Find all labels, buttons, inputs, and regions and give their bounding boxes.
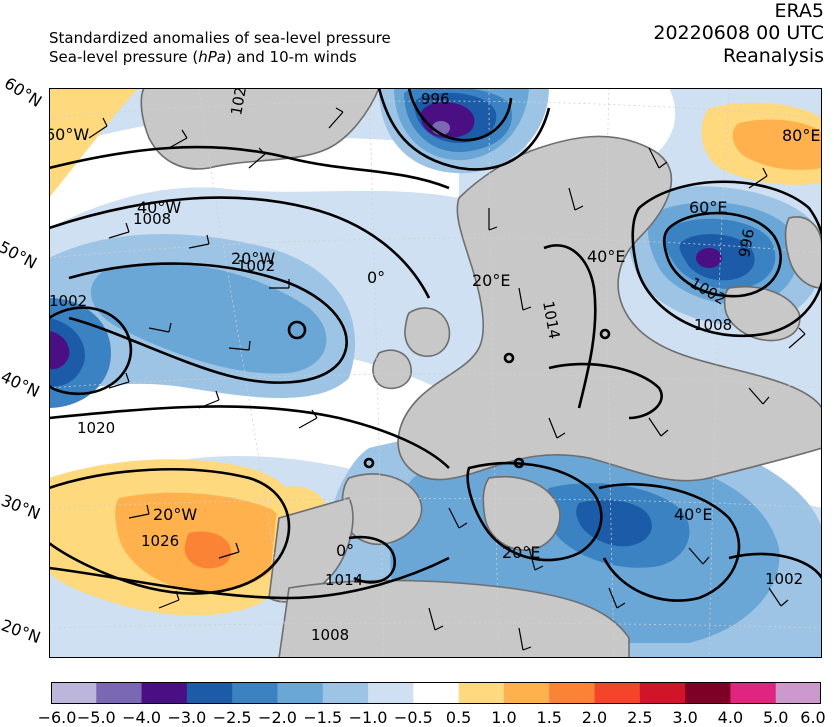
isobar-contours	[49, 88, 822, 602]
colorbar-tick-label: −5.0	[76, 708, 116, 727]
valid-datetime: 20220608 00 UTC	[653, 22, 824, 44]
subtitle-line-2-post: ) and 10-m winds	[225, 48, 357, 66]
colorbar-border	[51, 682, 821, 704]
lon-label: 40°E	[587, 247, 625, 266]
colorbar-tick-label: 5.0	[762, 708, 789, 727]
colorbar-tick-label: 2.0	[581, 708, 608, 727]
colorbar-tick-label: 3.0	[672, 708, 698, 727]
colorbar-segment	[186, 682, 233, 704]
isobar-label: 1008	[694, 316, 732, 334]
lon-label: 40°W	[137, 198, 181, 217]
colorbar-tick-label: 2.5	[627, 708, 653, 727]
colorbar-tick-label: −2.0	[258, 708, 297, 727]
lat-label: 30°N	[0, 490, 43, 524]
isobar-label: 1026	[141, 532, 179, 550]
colorbar-segment	[594, 682, 641, 704]
lon-label: 60°E	[689, 198, 727, 217]
dataset-name: ERA5	[774, 0, 824, 22]
colorbar-segment	[775, 682, 821, 704]
colorbar-segment	[322, 682, 369, 704]
colorbar-segment	[730, 682, 777, 704]
isobar-label: 1014	[325, 571, 363, 589]
map-panel: 60°W 40°W 20°W 0° 20°E 40°E 60°E 80°E 20…	[49, 88, 822, 658]
colorbar-tick-label: −4.0	[122, 708, 162, 727]
isobar-label: 1002	[49, 292, 87, 310]
colorbar-tick-label: −1.5	[303, 708, 343, 727]
colorbar-tick-label: 6.0	[800, 708, 826, 727]
colorbar-segment	[685, 682, 731, 704]
colorbar-tick-label: 1.0	[491, 708, 517, 727]
colorbar-tick-label: −1.0	[348, 708, 388, 727]
colorbar-tick-label: 0.5	[445, 708, 472, 727]
colorbar-tick-label: −3.0	[167, 708, 207, 727]
lon-label: 20°E	[472, 271, 510, 290]
colorbar-segment	[413, 682, 460, 704]
isobar-label: 1002	[765, 570, 803, 588]
lat-label: 60°N	[0, 73, 46, 111]
colorbar-tick-label: 1.5	[536, 708, 562, 727]
colorbar-segment	[277, 682, 324, 704]
colorbar-segment	[458, 682, 505, 704]
subtitle-line-1: Standardized anomalies of sea-level pres…	[49, 29, 391, 47]
colorbar-segment	[141, 682, 188, 704]
isobar-label: 1008	[133, 210, 171, 228]
isobar-label: 996	[421, 90, 450, 108]
lon-label: 0°	[367, 268, 385, 287]
colorbar-tick-label: −2.5	[212, 708, 252, 727]
lon-label: 60°W	[49, 125, 89, 144]
graticule	[49, 88, 822, 658]
lon-label: 0°	[336, 541, 354, 560]
lon-label: 20°W	[153, 505, 197, 524]
colorbar	[51, 682, 821, 704]
product-type: Reanalysis	[723, 45, 824, 67]
isobar-label: 996	[735, 227, 758, 258]
positive-anomaly-shading	[49, 88, 822, 655]
subtitle-line-2: Sea-level pressure (hPa) and 10-m winds	[49, 48, 357, 66]
colorbar-tick-label: −0.5	[393, 708, 433, 727]
map-canvas: 60°W 40°W 20°W 0° 20°E 40°E 60°E 80°E 20…	[49, 88, 822, 658]
lon-label: 80°E	[782, 126, 820, 145]
colorbar-tick-label: −6.0	[37, 708, 77, 727]
lat-label: 50°N	[0, 237, 41, 273]
colorbar-segment	[232, 682, 278, 704]
lon-label: 20°W	[231, 249, 275, 268]
colorbar-segment	[503, 682, 550, 704]
colorbar-segment	[96, 682, 143, 704]
lon-label: 20°E	[502, 543, 540, 562]
colorbar-tick-label: 4.0	[717, 708, 744, 727]
isobar-label: 1002	[237, 257, 275, 275]
map-border	[49, 88, 822, 658]
isobar-label: 1008	[311, 626, 349, 644]
colorbar-segment	[368, 682, 414, 704]
lat-label: 40°N	[0, 366, 43, 402]
lon-label: 40°E	[674, 505, 712, 524]
longitude-labels: 60°W 40°W 20°W 0° 20°E 40°E 60°E 80°E 20…	[49, 125, 820, 562]
subtitle-line-2-unit: hPa	[198, 48, 226, 66]
lat-label: 20°N	[0, 615, 44, 648]
wind-barbs	[88, 107, 806, 651]
subtitle-line-2-pre: Sea-level pressure (	[49, 48, 199, 66]
colorbar-segment	[51, 682, 97, 704]
land-masses	[140, 88, 822, 658]
colorbar-segment	[639, 682, 686, 704]
colorbar-segment	[549, 682, 596, 704]
isobar-label: 1020	[77, 419, 115, 437]
